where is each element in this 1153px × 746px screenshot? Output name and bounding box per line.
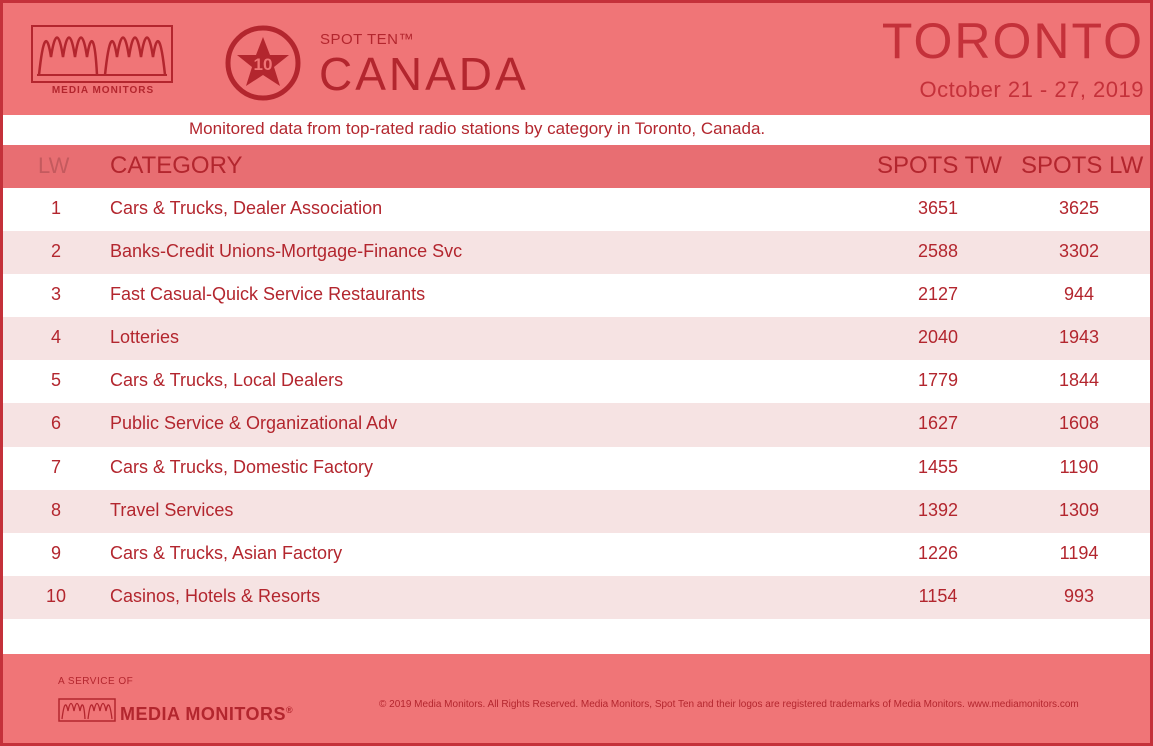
- category-cell: Casinos, Hotels & Resorts: [110, 585, 321, 606]
- table-row: 9 Cars & Trucks, Asian Factory 1226 1194: [3, 533, 1150, 576]
- badge-number: 10: [254, 55, 273, 74]
- category-cell: Travel Services: [110, 499, 234, 520]
- spots-tw-cell: 1455: [917, 456, 959, 477]
- spot-ten-label: SPOT TEN™: [320, 31, 414, 48]
- category-cell: Cars & Trucks, Local Dealers: [110, 370, 344, 391]
- footer-logo-name: MEDIA MONITORS: [120, 704, 287, 724]
- category-cell: Lotteries: [110, 327, 180, 348]
- date-range: October 21 - 27, 2019: [919, 77, 1144, 102]
- category-cell: Fast Casual-Quick Service Restaurants: [110, 284, 426, 305]
- column-header-lw: LW: [38, 153, 70, 178]
- rank-cell: 5: [50, 370, 61, 391]
- footer-logo-icon: [58, 698, 116, 722]
- spots-tw-cell: 1627: [917, 413, 959, 434]
- country-title: CANADA: [319, 48, 529, 100]
- table-header: LW CATEGORY SPOTS TW SPOTS LW: [3, 145, 1150, 188]
- rank-cell: 3: [50, 284, 61, 305]
- rank-cell: 8: [50, 499, 61, 520]
- table-body: 1 Cars & Trucks, Dealer Association 3651…: [3, 188, 1150, 619]
- rank-cell: 1: [50, 198, 61, 218]
- spots-lw-cell: 1190: [1059, 456, 1099, 477]
- table-row: 5 Cars & Trucks, Local Dealers 1779 1844: [3, 360, 1150, 403]
- city-title: TORONTO: [881, 13, 1144, 69]
- spots-lw-cell: 993: [1063, 585, 1095, 606]
- rank-cell: 10: [45, 585, 67, 606]
- spots-lw-cell: 1608: [1058, 413, 1100, 434]
- rank-cell: 9: [50, 542, 61, 563]
- rank-cell: 2: [50, 241, 61, 262]
- spots-lw-cell: 1943: [1058, 327, 1100, 348]
- footer-logo-reg: ®: [286, 705, 294, 715]
- service-of-label: A SERVICE OF: [58, 676, 134, 687]
- category-cell: Public Service & Organizational Adv: [110, 413, 398, 434]
- rank-cell: 6: [50, 413, 61, 434]
- spots-tw-cell: 1392: [917, 499, 959, 520]
- table-row: 1 Cars & Trucks, Dealer Association 3651…: [3, 188, 1150, 231]
- spots-tw-cell: 1779: [917, 370, 959, 391]
- report-subtitle: Monitored data from top-rated radio stat…: [189, 119, 766, 138]
- spots-tw-cell: 2040: [917, 327, 959, 348]
- footer-logo-text: MEDIA MONITORS®: [120, 698, 293, 726]
- table-row: 7 Cars & Trucks, Domestic Factory 1455 1…: [3, 447, 1150, 490]
- table-row: 4 Lotteries 2040 1943: [3, 317, 1150, 361]
- category-cell: Cars & Trucks, Domestic Factory: [110, 456, 374, 477]
- media-monitors-logo-icon: [31, 25, 173, 83]
- spots-tw-cell: 3651: [917, 198, 959, 218]
- category-cell: Cars & Trucks, Asian Factory: [110, 542, 343, 563]
- column-header-category: CATEGORY: [110, 152, 243, 179]
- column-header-spots-lw: SPOTS LW: [1021, 152, 1144, 179]
- table-row: 3 Fast Casual-Quick Service Restaurants …: [3, 274, 1150, 317]
- table-row: 8 Travel Services 1392 1309: [3, 489, 1150, 533]
- copyright-notice: © 2019 Media Monitors. All Rights Reserv…: [379, 699, 1079, 710]
- table-row: 10 Casinos, Hotels & Resorts 1154 993: [3, 575, 1150, 619]
- table-row: 2 Banks-Credit Unions-Mortgage-Finance S…: [3, 231, 1150, 275]
- spots-lw-cell: 3302: [1058, 241, 1100, 262]
- spots-tw-cell: 2127: [917, 284, 959, 305]
- spot-ten-badge-icon: 10: [225, 25, 301, 101]
- category-cell: Cars & Trucks, Dealer Association: [110, 198, 383, 218]
- spots-lw-cell: 3625: [1058, 198, 1100, 218]
- spots-lw-cell: 1844: [1058, 370, 1100, 391]
- spots-lw-cell: 1309: [1058, 499, 1100, 520]
- spots-tw-cell: 1154: [918, 585, 958, 606]
- report-footer: A SERVICE OF MEDIA MONITORS® © 2019 Medi…: [3, 654, 1150, 743]
- spots-tw-cell: 2588: [917, 241, 959, 262]
- column-header-spots-tw: SPOTS TW: [877, 152, 1002, 179]
- media-monitors-logo-text: MEDIA MONITORS: [51, 85, 155, 96]
- report-header: MEDIA MONITORS 10 SPOT TEN™ CANADA TORON…: [3, 3, 1150, 115]
- rank-cell: 7: [50, 456, 61, 477]
- category-cell: Banks-Credit Unions-Mortgage-Finance Svc: [110, 241, 463, 262]
- spots-lw-cell: 944: [1063, 284, 1095, 305]
- rank-cell: 4: [50, 327, 61, 348]
- spots-tw-cell: 1226: [917, 542, 959, 563]
- spots-lw-cell: 1194: [1059, 542, 1099, 563]
- table-row: 6 Public Service & Organizational Adv 16…: [3, 403, 1150, 447]
